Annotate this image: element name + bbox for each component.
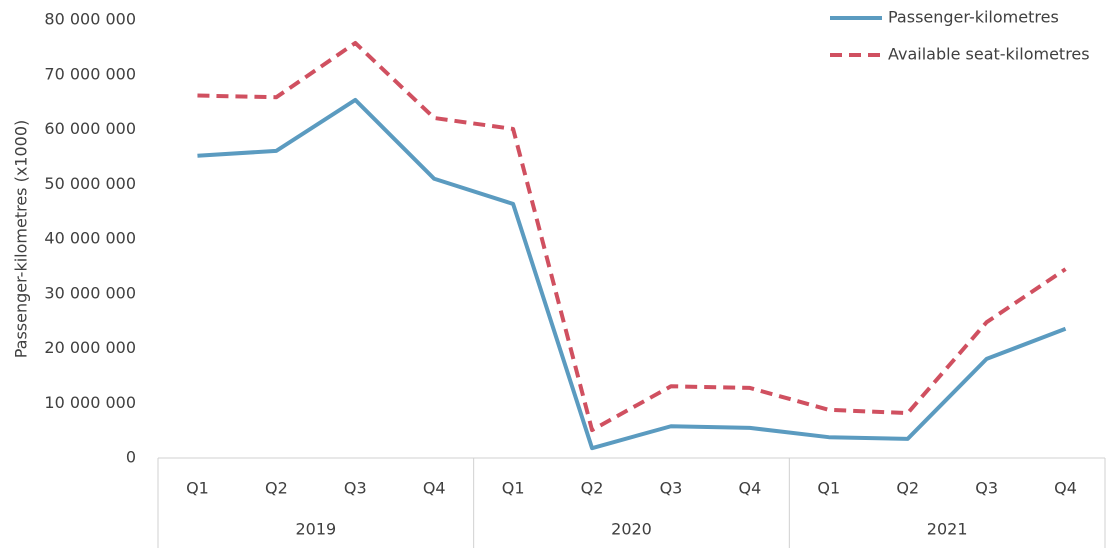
x-tick-label: Q1: [186, 479, 209, 498]
x-tick-label: Q1: [502, 479, 525, 498]
x-tick-label: Q3: [344, 479, 367, 498]
legend-label: Available seat-kilometres: [888, 45, 1090, 64]
x-tick-label: Q2: [581, 479, 604, 498]
series-line: [197, 97, 1067, 451]
y-tick-label: 60 000 000: [44, 119, 136, 138]
x-tick-label: Q4: [1054, 479, 1077, 498]
legend-label: Passenger-kilometres: [888, 8, 1059, 27]
series-line: [197, 40, 1067, 433]
y-tick-label: 80 000 000: [44, 10, 136, 29]
group-label: 2021: [927, 520, 968, 539]
y-axis-label: Passenger-kilometres (x1000): [12, 120, 31, 359]
y-tick-label: 10 000 000: [44, 393, 136, 412]
y-tick-label: 20 000 000: [44, 338, 136, 357]
y-tick-label: 70 000 000: [44, 64, 136, 83]
x-tick-label: Q3: [975, 479, 998, 498]
y-tick-label: 40 000 000: [44, 229, 136, 248]
group-label: 2020: [611, 520, 652, 539]
x-tick-label: Q2: [265, 479, 288, 498]
y-tick-label: 0: [126, 448, 136, 467]
y-tick-label: 50 000 000: [44, 174, 136, 193]
x-tick-label: Q3: [660, 479, 683, 498]
x-tick-label: Q1: [817, 479, 840, 498]
x-tick-label: Q4: [738, 479, 761, 498]
x-tick-label: Q4: [423, 479, 446, 498]
x-tick-label: Q2: [896, 479, 919, 498]
y-tick-label: 30 000 000: [44, 283, 136, 302]
group-label: 2019: [295, 520, 336, 539]
